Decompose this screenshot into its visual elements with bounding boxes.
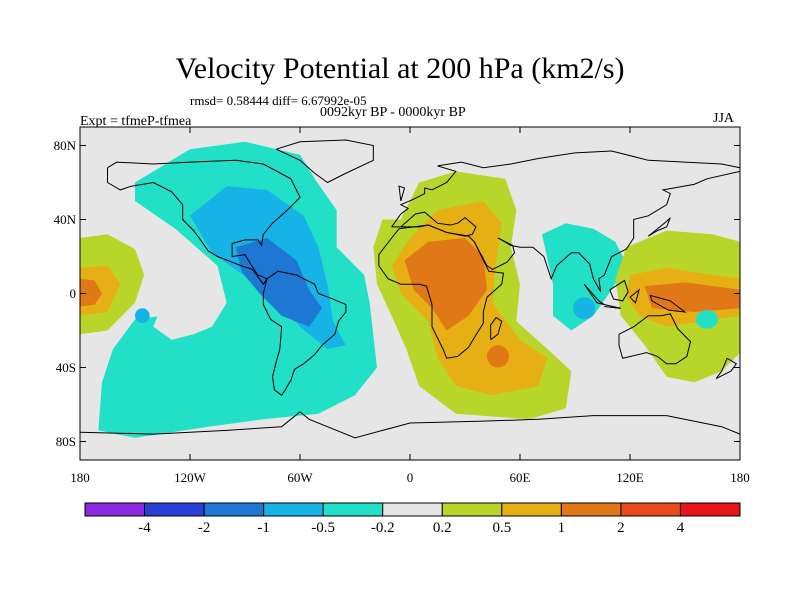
coastline-1 xyxy=(262,270,347,396)
contour-fill-neg-spot xyxy=(135,308,150,324)
contour-fill-neg-core xyxy=(235,238,322,327)
colorbar-label: -4 xyxy=(138,520,151,536)
colorbar-segment xyxy=(560,502,622,517)
coastline-11 xyxy=(629,288,641,304)
colorbar-label: 4 xyxy=(676,520,685,536)
coastline-3 xyxy=(391,150,741,228)
contour-fill-pos-spot xyxy=(487,345,509,368)
y-tick-label: 40N xyxy=(53,211,76,227)
colorbar-label: 0.5 xyxy=(492,520,512,536)
colorbar-segment xyxy=(203,502,265,517)
colorbar-label: 1 xyxy=(557,520,566,536)
coastline-12 xyxy=(649,294,687,313)
colorbar-segment xyxy=(144,502,205,517)
coastline-10 xyxy=(609,279,629,302)
x-tick-label: 60E xyxy=(509,470,531,485)
contour-fill-indian-neg-core xyxy=(573,297,596,320)
x-tick-label: 60W xyxy=(287,470,313,485)
colorbar-segment xyxy=(679,502,741,517)
colorbar-label: -1 xyxy=(257,520,270,536)
season-label: JJA xyxy=(713,111,735,126)
coastline-9 xyxy=(604,304,621,309)
colorbar-label: 0.2 xyxy=(432,520,452,536)
y-tick-label: 80N xyxy=(53,137,76,153)
y-tick-label: 40S xyxy=(55,359,76,375)
colorbar-label: -0.5 xyxy=(311,520,336,536)
period-label: 0092kyr BP - 0000kyr BP xyxy=(320,105,466,120)
y-tick-label: 0 xyxy=(69,285,77,301)
coastline-0 xyxy=(107,159,301,286)
colorbar-label: -0.2 xyxy=(370,520,395,536)
contour-fill-neg-outer xyxy=(98,141,377,438)
contour-fill-dateline-core xyxy=(80,278,102,307)
colorbar-segment xyxy=(501,502,562,517)
x-tick-label: 0 xyxy=(406,470,414,485)
colorbar-label: 2 xyxy=(617,520,625,536)
y-tick-label: 80S xyxy=(55,433,76,449)
coastline-13 xyxy=(618,313,692,365)
contour-fill-pos-core xyxy=(404,238,487,331)
chart-title: Velocity Potential at 200 hPa (km2/s) xyxy=(175,52,625,85)
colorbar-segment xyxy=(620,502,681,517)
coastline-15 xyxy=(648,217,671,237)
colorbar-segment xyxy=(322,502,384,517)
coastline-5 xyxy=(378,224,505,359)
coastline-14 xyxy=(715,357,738,380)
coastline-16 xyxy=(79,411,741,439)
x-tick-label: 120E xyxy=(616,470,644,485)
x-tick-label: 120W xyxy=(174,470,206,485)
coastline-2 xyxy=(275,139,374,184)
x-tick-label: 180 xyxy=(70,470,90,485)
colorbar-label: -2 xyxy=(197,520,211,536)
coastline-6 xyxy=(473,170,741,292)
colorbar-segment xyxy=(382,502,443,517)
colorbar-segment xyxy=(441,502,503,517)
contour-gap xyxy=(153,308,205,340)
colorbar-segment xyxy=(263,502,324,517)
colorbar-segment xyxy=(84,502,146,517)
contour-fill-coral-neg xyxy=(696,310,718,329)
experiment-label: Expt = tfmeP-tfmea xyxy=(80,114,192,129)
contour-fill-indian-neg xyxy=(542,223,627,331)
contour-fill-wpac-core xyxy=(644,282,740,312)
coastline-7 xyxy=(490,316,503,341)
x-tick-label: 180 xyxy=(730,470,750,485)
rmsd-diff-label: rmsd= 0.58444 diff= 6.67992e-05 xyxy=(190,93,367,108)
coastline-17 xyxy=(398,185,406,202)
